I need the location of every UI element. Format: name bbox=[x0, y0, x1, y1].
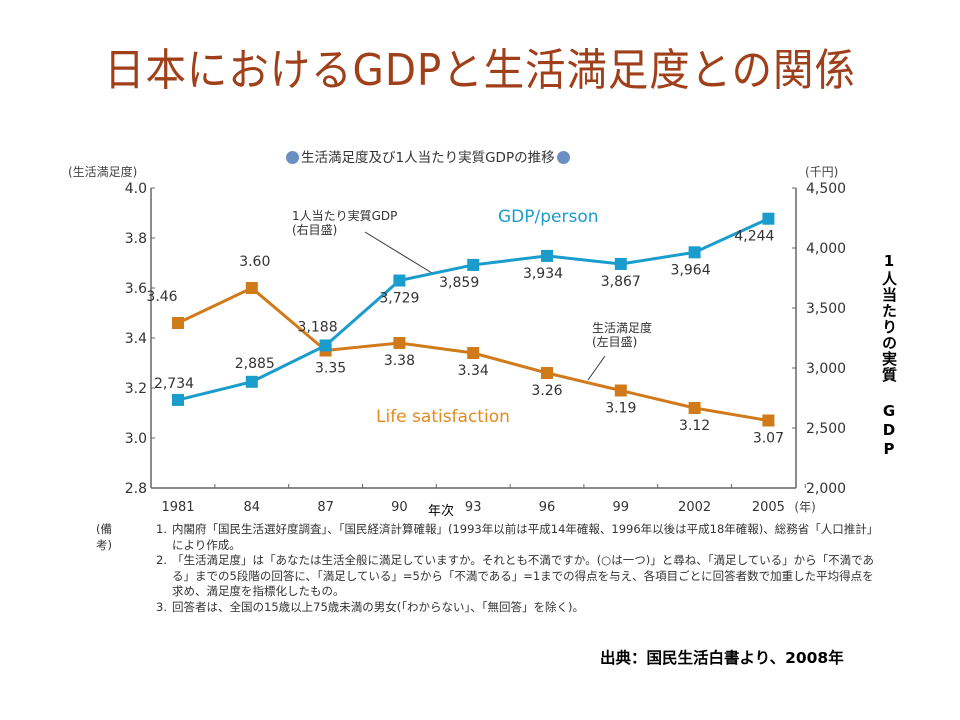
x-axis-tick-label: 96 bbox=[539, 500, 556, 515]
gdp-data-label: 3,934 bbox=[523, 266, 563, 282]
source-citation: 出典：国民生活白書より、2008年 bbox=[600, 649, 844, 667]
satisfaction-data-label: 3.26 bbox=[531, 383, 562, 399]
satisfaction-marker bbox=[614, 384, 627, 397]
notes-label: (備考) bbox=[96, 522, 112, 552]
right-axis-tick-label: 2,000 bbox=[806, 481, 846, 497]
note-item: 2. 「生活満足度」は「あなたは生活全般に満足していますか。それとも不満ですか。(… bbox=[156, 553, 876, 600]
gdp-callout-line2: (右目盛) bbox=[292, 223, 338, 237]
gdp-callout-pointer bbox=[364, 231, 433, 274]
satisfaction-data-label: 3.35 bbox=[315, 361, 346, 377]
left-axis-tick-label: 3.8 bbox=[125, 231, 147, 247]
gdp-data-label: 3,964 bbox=[671, 262, 711, 278]
gdp-marker bbox=[688, 246, 701, 259]
satisfaction-callout-pointer bbox=[587, 355, 606, 381]
gdp-marker bbox=[172, 393, 184, 406]
bullet-dot-icon bbox=[286, 151, 299, 164]
left-axis-tick-label: 3.6 bbox=[125, 281, 147, 297]
x-axis-title: 年次 bbox=[428, 504, 455, 519]
sat-callout-line1: 生活満足度 bbox=[592, 321, 653, 335]
gdp-marker bbox=[614, 257, 627, 270]
satisfaction-marker bbox=[393, 337, 406, 349]
gdp-marker bbox=[393, 274, 406, 287]
gdp-series-label: GDP/person bbox=[498, 207, 599, 227]
gdp-data-label: 2,734 bbox=[154, 376, 194, 392]
gdp-marker bbox=[541, 249, 553, 262]
right-axis-tick-label: 2,500 bbox=[806, 421, 846, 437]
satisfaction-marker bbox=[467, 347, 480, 359]
satisfaction-data-label: 3.46 bbox=[146, 289, 177, 305]
sat-callout-line2: (左目盛) bbox=[592, 335, 638, 349]
left-axis-tick-label: 3.0 bbox=[125, 431, 147, 447]
gdp-data-label: 3,859 bbox=[439, 275, 479, 291]
note-number: 3. bbox=[156, 599, 167, 614]
x-axis-tick-label: 1981 bbox=[161, 500, 194, 515]
note-text: 「生活満足度」は「あなたは生活全般に満足していますか。それとも不満ですか。(○は… bbox=[172, 553, 874, 598]
note-number: 1. bbox=[156, 522, 167, 536]
gdp-callout: 1人当たり実質GDP (右目盛) bbox=[292, 209, 397, 237]
right-axis-tick-label: 4,000 bbox=[806, 241, 846, 257]
satisfaction-marker bbox=[688, 402, 701, 414]
gdp-marker bbox=[467, 258, 480, 271]
gdp-marker bbox=[762, 212, 775, 225]
chart-title: 生活満足度及び1人当たり実質GDPの推移 bbox=[284, 146, 572, 166]
satisfaction-series-label: Life satisfaction bbox=[376, 407, 510, 427]
satisfaction-data-label: 3.34 bbox=[458, 363, 489, 379]
left-axis-tick-label: 2.8 bbox=[125, 481, 147, 497]
left-axis-tick-label: 4.0 bbox=[125, 181, 147, 197]
x-axis-tick-label: 93 bbox=[465, 500, 482, 515]
satisfaction-data-label: 3.38 bbox=[384, 353, 415, 369]
gdp-marker bbox=[319, 339, 332, 352]
left-axis-tick-label: 3.4 bbox=[125, 331, 147, 347]
satisfaction-data-label: 3.12 bbox=[679, 418, 710, 434]
satisfaction-data-label: 3.19 bbox=[605, 401, 636, 417]
x-axis-tick-label: 87 bbox=[317, 500, 334, 515]
right-axis-unit: (千円) bbox=[805, 165, 839, 179]
right-axis-tick-label: 3,500 bbox=[806, 301, 846, 317]
gdp-callout-line1: 1人当たり実質GDP bbox=[292, 209, 398, 223]
note-text: 内閣府「国民生活選好度調査」、「国民経済計算確報」(1993年以前は平成14年確… bbox=[172, 522, 873, 552]
note-number: 2. bbox=[156, 553, 167, 567]
slide-title: 日本におけるGDPと生活満足度との関係 bbox=[104, 45, 856, 96]
satisfaction-marker bbox=[245, 282, 258, 294]
left-axis-tick-label: 3.2 bbox=[125, 381, 147, 397]
right-vertical-label: 1人当たりの実質 GDP bbox=[880, 252, 898, 459]
chart-title-text: 生活満足度及び1人当たり実質GDPの推移 bbox=[301, 150, 555, 166]
satisfaction-data-label: 3.07 bbox=[753, 431, 784, 447]
right-axis-tick-label: 3,000 bbox=[806, 361, 846, 377]
x-axis-tick-label: 2002 bbox=[678, 500, 711, 515]
note-item: 1. 内閣府「国民生活選好度調査」、「国民経済計算確報」(1993年以前は平成14… bbox=[156, 522, 876, 553]
gdp-data-label: 3,188 bbox=[298, 319, 338, 335]
right-axis-tick-label: 4,500 bbox=[806, 181, 846, 197]
x-axis-tick-label: 99 bbox=[613, 500, 630, 515]
gdp-data-label: 2,885 bbox=[235, 356, 275, 372]
x-axis-tick-label: 84 bbox=[244, 500, 261, 515]
x-axis-unit-label: (年) bbox=[794, 500, 815, 514]
left-axis-unit: (生活満足度) bbox=[68, 165, 138, 179]
bullet-dot-icon bbox=[556, 151, 570, 164]
gdp-data-label: 3,867 bbox=[601, 274, 641, 290]
gdp-data-label: 4,244 bbox=[734, 229, 774, 245]
x-axis-tick-label: 90 bbox=[391, 500, 408, 515]
note-text: 回答者は、全国の15歳以上75歳未満の男女(「わからない」、「無回答」を除く)。 bbox=[172, 599, 584, 614]
gdp-marker bbox=[245, 375, 258, 388]
gdp-data-label: 3,729 bbox=[379, 291, 419, 307]
satisfaction-marker bbox=[762, 414, 775, 427]
satisfaction-data-label: 3.60 bbox=[239, 254, 270, 270]
satisfaction-marker bbox=[541, 367, 553, 379]
note-item: 3. 回答者は、全国の15歳以上75歳未満の男女(「わからない」、「無回答」を除く… bbox=[156, 600, 876, 616]
satisfaction-marker bbox=[172, 317, 184, 329]
x-axis-tick-label: 2005 bbox=[752, 500, 785, 515]
satisfaction-callout: 生活満足度 (左目盛) bbox=[592, 321, 652, 349]
